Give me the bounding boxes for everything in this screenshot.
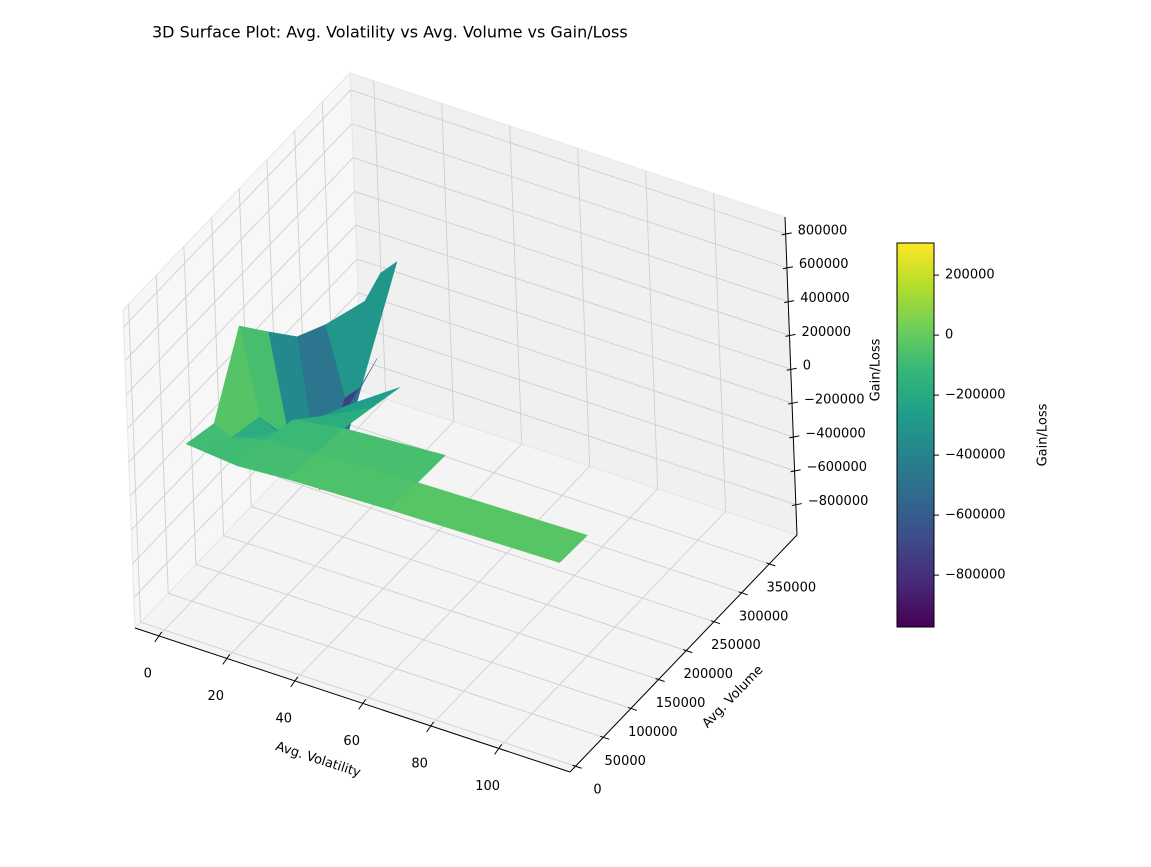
y-tick-label: 250000	[711, 638, 761, 653]
axis-line	[569, 534, 798, 773]
z-tick-label: −400000	[805, 426, 866, 441]
x-tick	[290, 676, 299, 688]
y-tick	[655, 678, 665, 682]
z-tick	[790, 469, 801, 473]
y-grid-line	[278, 477, 715, 623]
z-axis-label: Gain/Loss	[869, 338, 884, 401]
colorbar-tick-label: −400000	[945, 448, 1006, 463]
surface-patch	[389, 482, 588, 563]
z-grid-line	[125, 157, 354, 395]
x-tick-label: 100	[475, 779, 500, 794]
x-tick-label: 0	[144, 666, 152, 681]
x-tick	[426, 721, 435, 733]
x-grid-line	[294, 443, 523, 682]
x-grid-line	[577, 148, 591, 467]
y-grid-line	[155, 275, 169, 594]
y-tick-label: 50000	[605, 754, 646, 769]
y-tick-label: 150000	[656, 696, 706, 711]
y-grid-line	[183, 246, 197, 565]
z-tick-label: 400000	[800, 291, 850, 306]
z-tick-label: −600000	[807, 460, 868, 475]
x-tick-label: 80	[411, 756, 428, 771]
x-grid-line	[645, 170, 659, 489]
y-tick	[683, 649, 693, 654]
z-tick-label: −800000	[808, 494, 869, 509]
axis-line	[784, 216, 798, 536]
x-grid-line	[362, 466, 591, 704]
y-tick	[766, 562, 776, 567]
y-tick	[600, 735, 610, 740]
axis-line	[134, 627, 571, 773]
y-tick-label: 200000	[683, 667, 733, 682]
colorbar-tick-label: −600000	[945, 508, 1006, 523]
z-tick-label: 600000	[799, 257, 849, 272]
colorbar-tick-label: 200000	[945, 268, 995, 283]
x-tick-label: 20	[207, 689, 224, 704]
z-tick	[782, 266, 794, 270]
x-grid-line	[430, 488, 658, 727]
y-grid-line	[251, 506, 687, 652]
z-grid-line	[356, 258, 793, 404]
z-grid-line	[123, 89, 351, 328]
y-grid-line	[223, 535, 659, 680]
y-tick	[572, 764, 582, 769]
z-tick-label: 800000	[798, 223, 848, 238]
x-grid-line	[713, 193, 727, 512]
x-tick	[358, 699, 367, 710]
colorbar-tick-label: −800000	[945, 568, 1006, 583]
colorbar-tick-label: 0	[945, 328, 953, 343]
y-grid-line	[211, 217, 225, 536]
colorbar-tick-label: −200000	[945, 388, 1006, 403]
y-grid-line	[128, 304, 141, 623]
x-tick-label: 40	[275, 711, 292, 726]
x-tick	[154, 631, 163, 643]
z-grid-line	[358, 292, 794, 438]
y-tick-label: 300000	[739, 609, 789, 624]
z-tick-label: −200000	[804, 393, 865, 408]
x-tick-label: 60	[343, 734, 360, 749]
z-grid-line	[351, 123, 788, 269]
z-tick-label: 200000	[801, 325, 851, 340]
z-tick	[791, 503, 802, 507]
z-grid-line	[350, 89, 786, 235]
colorbar-label: Gain/Loss	[1036, 403, 1051, 466]
y-tick	[710, 620, 721, 625]
y-tick-label: 100000	[628, 725, 678, 740]
z-tick	[789, 435, 800, 439]
z-grid-line	[359, 326, 795, 472]
z-grid-line	[127, 191, 355, 429]
z-tick	[787, 401, 799, 405]
z-grid-line	[353, 157, 789, 303]
z-grid-line	[354, 190, 790, 336]
z-tick	[786, 367, 797, 371]
x-grid-line	[441, 103, 455, 422]
x-grid-line	[509, 125, 523, 444]
z-tick	[781, 232, 792, 236]
y-tick	[738, 591, 748, 596]
x-tick	[222, 654, 231, 665]
z-grid-line	[124, 123, 353, 362]
z-tick-label: 0	[803, 359, 811, 374]
y-grid-line	[195, 563, 632, 709]
y-grid-line	[334, 419, 770, 565]
x-grid-line	[373, 80, 387, 399]
y-tick-label: 350000	[766, 580, 816, 595]
y-grid-line	[140, 621, 576, 767]
z-tick	[784, 300, 795, 304]
z-tick	[785, 333, 796, 337]
y-tick-label: 0	[593, 783, 601, 798]
z-grid-line	[360, 360, 796, 505]
y-tick	[627, 706, 638, 711]
chart-title: 3D Surface Plot: Avg. Volatility vs Avg.…	[152, 23, 628, 42]
colorbar	[896, 242, 935, 628]
z-grid-line	[355, 224, 791, 370]
x-grid-line	[498, 511, 726, 749]
y-grid-line	[168, 592, 604, 738]
x-tick	[494, 744, 503, 755]
